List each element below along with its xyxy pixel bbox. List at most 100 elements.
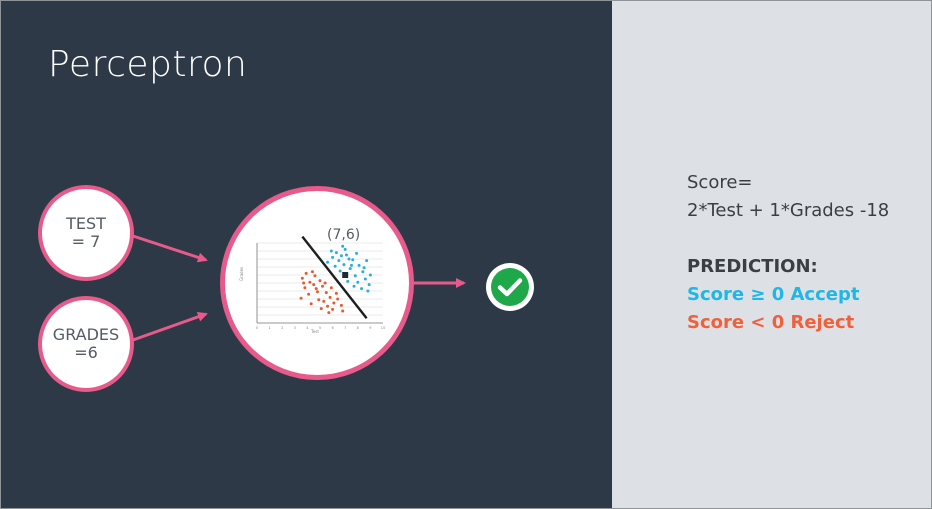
x-tick-label: 8 [357, 326, 359, 330]
x-tick-label: 6 [331, 326, 333, 330]
arrow-test-to-perceptron [132, 234, 208, 263]
prediction-heading: PREDICTION: [687, 256, 818, 277]
data-point [313, 274, 317, 278]
data-point [310, 270, 314, 274]
data-point [331, 255, 335, 259]
data-point [327, 311, 331, 315]
data-point [317, 298, 321, 302]
data-point [334, 291, 338, 295]
data-point [309, 302, 313, 306]
side-panel [612, 0, 932, 509]
data-point [365, 259, 369, 263]
data-point [324, 291, 328, 295]
decision-boundary [301, 235, 368, 319]
grades-label: GRADES [52, 324, 120, 344]
x-tick-label: 9 [369, 326, 371, 330]
data-point [347, 257, 351, 261]
data-point [368, 273, 372, 277]
data-point [337, 259, 341, 263]
data-point [322, 299, 326, 303]
x-tick-label: 7 [344, 326, 346, 330]
data-point [312, 283, 316, 287]
plot-grid [257, 242, 383, 324]
data-point [331, 307, 335, 311]
data-point [307, 292, 311, 296]
data-point [333, 264, 337, 268]
data-point [362, 266, 366, 270]
data-point [318, 279, 322, 283]
highlight-point [342, 272, 349, 278]
test-label: TEST [66, 213, 106, 233]
data-point [350, 263, 353, 267]
plot-y-label: Grades [239, 267, 244, 281]
grades-value: =6 [74, 343, 98, 362]
data-point [353, 274, 357, 278]
data-point [343, 247, 347, 251]
data-point [319, 307, 323, 311]
prediction-accept: Score ≥ 0 Accept [687, 284, 860, 305]
data-point [329, 249, 333, 253]
data-point [321, 284, 325, 288]
plot-points [299, 244, 372, 315]
x-tick-label: 2 [281, 326, 283, 330]
check-circle-icon [486, 263, 534, 311]
prediction-block: PREDICTION: Score ≥ 0 Accept Score < 0 R… [687, 253, 859, 337]
data-point [360, 287, 364, 291]
data-point [342, 263, 346, 267]
plot-axes [256, 235, 383, 324]
data-point [366, 289, 370, 293]
point-annotation: (7,6) [327, 227, 360, 243]
x-tick-label: 10 [381, 326, 385, 330]
data-point [299, 296, 303, 300]
connector-arrows [132, 234, 466, 342]
formula-line-2: 2*Test + 1*Grades -18 [687, 200, 890, 221]
data-point [302, 281, 306, 285]
data-point [351, 258, 355, 262]
data-point [338, 269, 342, 273]
data-point [339, 303, 343, 307]
x-tick-label: 0 [256, 326, 258, 330]
prediction-reject: Score < 0 Reject [687, 312, 855, 333]
data-point [339, 254, 343, 258]
data-point [352, 284, 356, 288]
data-point [361, 270, 365, 274]
data-point [326, 304, 330, 308]
data-point [323, 281, 327, 285]
data-point [315, 290, 319, 294]
data-point [367, 283, 371, 287]
data-point [348, 267, 352, 271]
score-formula: Score= 2*Test + 1*Grades -18 [687, 169, 889, 225]
plot-ticks: 0 1 2 3 4 5 6 7 8 9 10 [256, 326, 385, 330]
data-point [344, 253, 348, 257]
data-point [336, 297, 340, 301]
data-point [308, 280, 312, 284]
data-point [328, 295, 332, 299]
data-point [341, 244, 345, 248]
data-point [304, 271, 308, 275]
data-point [332, 301, 336, 305]
slide-title: Perceptron [48, 44, 248, 85]
data-point [303, 286, 307, 290]
scatter-plot: 0 1 2 3 4 5 6 7 8 9 10 Test Grades (7,6) [239, 227, 385, 334]
x-tick-label: 5 [319, 326, 321, 330]
data-point [334, 251, 338, 255]
data-point [341, 309, 345, 313]
x-tick-label: 3 [294, 326, 296, 330]
data-point [356, 280, 360, 284]
data-point [346, 279, 350, 283]
test-value: = 7 [71, 232, 101, 251]
perceptron-node: 0 1 2 3 4 5 6 7 8 9 10 Test Grades (7,6) [220, 186, 414, 380]
x-tick-label: 1 [268, 326, 270, 330]
data-point [326, 260, 330, 264]
data-point [355, 251, 359, 255]
data-point [357, 263, 361, 267]
data-point [314, 287, 318, 291]
formula-line-1: Score= [687, 172, 753, 193]
test-input-node: TEST = 7 [38, 185, 134, 281]
x-tick-label: 4 [306, 326, 309, 330]
plot-x-label: Test [310, 329, 319, 334]
arrow-grades-to-perceptron [132, 311, 208, 342]
data-point [363, 277, 367, 281]
data-point [329, 286, 333, 290]
data-point [300, 276, 304, 280]
